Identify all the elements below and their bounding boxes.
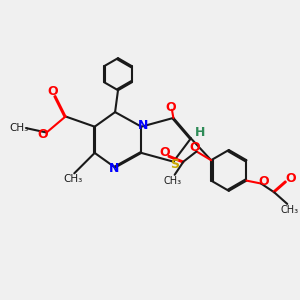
Text: CH₃: CH₃ [9, 123, 28, 133]
Text: S: S [170, 158, 179, 171]
Text: N: N [138, 119, 148, 132]
Text: CH₃: CH₃ [63, 174, 82, 184]
Text: CH₃: CH₃ [280, 205, 299, 215]
Text: O: O [37, 128, 47, 141]
Text: O: O [258, 175, 269, 188]
Text: H: H [194, 126, 205, 139]
Text: O: O [189, 142, 200, 154]
Text: CH₃: CH₃ [163, 176, 182, 186]
Text: N: N [108, 162, 119, 176]
Text: O: O [165, 101, 176, 114]
Text: O: O [159, 146, 170, 159]
Text: O: O [285, 172, 296, 185]
Text: O: O [47, 85, 58, 98]
